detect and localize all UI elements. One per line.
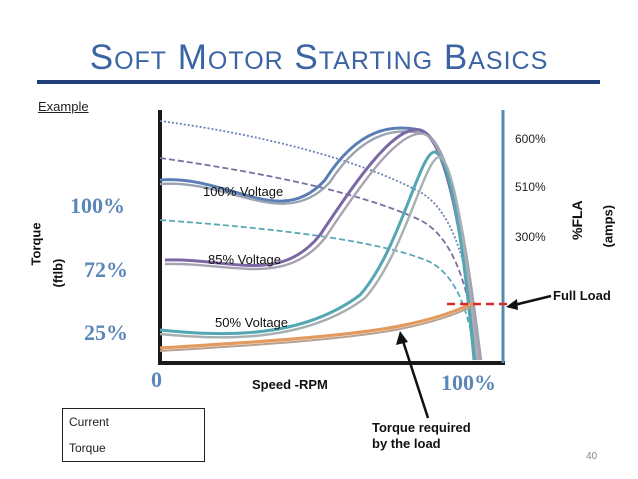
y-right-title-line1: %FLA <box>569 200 585 240</box>
slide-title: Soft Motor Starting Basics <box>89 38 549 77</box>
torque-curve-50 <box>159 150 476 361</box>
title-underline <box>37 80 600 84</box>
slide-number: 40 <box>586 451 598 462</box>
legend: Current Torque <box>62 408 205 462</box>
current-curve-50 <box>159 219 477 361</box>
torque-curve-50b <box>159 155 479 361</box>
y-left-title-line2: (ftlb) <box>50 258 66 288</box>
full-load-annotation: Full Load <box>553 288 611 303</box>
torque-required-arrowhead <box>396 331 408 345</box>
y-right-tick-600: 600% <box>515 132 546 146</box>
y-left-tick-25: 25% <box>84 320 128 345</box>
x-axis-title: Speed -RPM <box>252 377 328 392</box>
series-label-100-voltage: 100% Voltage <box>203 184 284 199</box>
x-tick-100: 100% <box>441 370 496 395</box>
torque-required-arrow <box>400 337 430 419</box>
y-left-tick-100: 100% <box>70 193 125 218</box>
load-torque-curve-b <box>159 305 474 352</box>
y-right-tick-510: 510% <box>515 180 546 194</box>
example-label: Example <box>38 99 89 114</box>
y-left-tick-72: 72% <box>84 257 128 282</box>
load-torque-curve <box>159 301 474 350</box>
y-right-tick-300: 300% <box>515 230 546 244</box>
y-right-title-line2: (amps) <box>600 204 616 248</box>
y-left-title-line1: Torque <box>28 222 44 266</box>
series-label-50-voltage: 50% Voltage <box>215 315 289 330</box>
torque-required-line1: Torque required <box>372 420 471 435</box>
current-curve-100 <box>159 120 481 361</box>
torque-required-line2: by the load <box>372 436 441 451</box>
legend-current-label: Current <box>69 415 110 429</box>
x-tick-0: 0 <box>151 367 162 392</box>
torque-curve-85b <box>164 132 481 361</box>
full-load-arrowhead <box>506 299 518 310</box>
torque-required-annotation: Torque required by the load <box>372 420 471 452</box>
series-label-85-voltage: 85% Voltage <box>208 252 282 267</box>
legend-torque-label: Torque <box>69 441 106 455</box>
